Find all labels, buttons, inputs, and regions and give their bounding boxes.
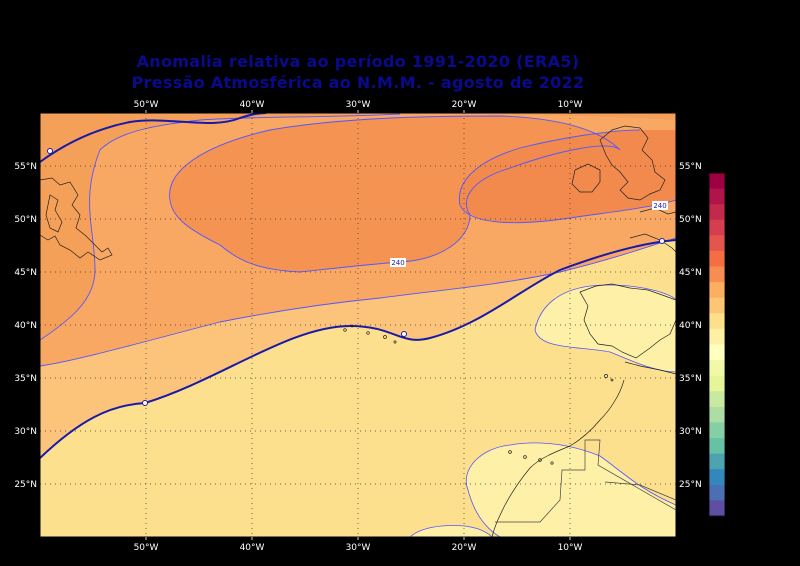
lon-label: 20°W: [452, 543, 477, 553]
coastlines: [40, 125, 676, 537]
lon-label: 10°W: [558, 543, 583, 553]
colorbar-swatch: [709, 188, 725, 205]
right-lat-labels: 55°N 50°N 45°N 40°N 35°N 30°N 25°N: [679, 162, 702, 490]
colorbar-swatch: [709, 391, 725, 408]
lat-label: 50°N: [14, 215, 37, 225]
map-gridlines: [40, 113, 676, 537]
colorbar-swatch: [709, 282, 725, 299]
islands: [343, 324, 614, 465]
lat-label: 40°N: [14, 321, 37, 331]
lon-label: 50°W: [134, 100, 159, 110]
lat-label: 55°N: [679, 162, 702, 172]
lon-label: 50°W: [134, 543, 159, 553]
contour-markers: [47, 148, 665, 406]
colorbar-swatch: [709, 469, 725, 486]
contour-label-1: 240: [391, 259, 404, 267]
colorbar-swatch: [709, 235, 725, 252]
colorbar-swatch: [709, 204, 725, 221]
lon-label: 40°W: [240, 543, 265, 553]
lat-label: 40°N: [679, 321, 702, 331]
map-title-line1: Anomalia relativa ao período 1991-2020 (…: [136, 52, 580, 71]
thin-contours: [40, 113, 676, 367]
lat-label: 35°N: [14, 374, 37, 384]
lon-label: 30°W: [346, 543, 371, 553]
colorbar: [708, 172, 726, 517]
lon-label: 40°W: [240, 100, 265, 110]
contour-label-bg-2: [652, 201, 668, 210]
colorbar-swatch: [709, 250, 725, 268]
colorbar-swatch: [709, 328, 725, 345]
left-lat-labels: 55°N 50°N 45°N 40°N 35°N 30°N 25°N: [14, 162, 37, 490]
lat-label: 35°N: [679, 374, 702, 384]
lon-label: 10°W: [558, 100, 583, 110]
lat-label: 30°N: [14, 427, 37, 437]
lat-label: 45°N: [679, 268, 702, 278]
top-lon-labels: 50°W 40°W 30°W 20°W 10°W: [134, 100, 583, 110]
lon-label: 30°W: [346, 100, 371, 110]
colorbar-swatch: [709, 344, 725, 361]
anomaly-iberia-lobe: [534, 284, 676, 373]
zero-contours: [40, 113, 676, 459]
colorbar-swatch: [709, 297, 725, 314]
map-title-line2: Pressão Atmosférica ao N.M.M. - agosto d…: [131, 73, 585, 92]
contour-label-2: 240: [653, 202, 666, 210]
anomaly-band-higher: [40, 113, 676, 340]
colorbar-swatch: [709, 500, 725, 517]
lat-label: 45°N: [14, 268, 37, 278]
colorbar-frame: [708, 172, 726, 517]
lat-label: 30°N: [679, 427, 702, 437]
anomaly-max-core: [459, 130, 676, 223]
lon-label: 20°W: [452, 100, 477, 110]
lat-label: 55°N: [14, 162, 37, 172]
colorbar-swatch: [709, 360, 725, 377]
bottom-lon-labels: 50°W 40°W 30°W 20°W 10°W: [134, 543, 583, 553]
colorbar-swatch: [709, 173, 725, 190]
colorbar-swatch: [709, 375, 725, 392]
axis-ticks: [145, 110, 571, 540]
colorbar-swatch: [709, 313, 725, 330]
map-area: 240 240: [40, 113, 676, 537]
anomaly-south-lobe: [409, 525, 493, 537]
lat-label: 25°N: [14, 480, 37, 490]
colorbar-swatch: [709, 484, 725, 501]
contour-label-bg-1: [390, 258, 406, 267]
colorbar-swatch: [709, 406, 725, 423]
colorbar-swatch: [709, 453, 725, 470]
colorbar-swatch: [709, 422, 725, 439]
lat-label: 50°N: [679, 215, 702, 225]
lat-label: 25°N: [679, 480, 702, 490]
colorbar-swatch: [709, 219, 725, 236]
colorbar-swatch: [709, 438, 725, 455]
colorbar-swatch: [709, 266, 725, 283]
